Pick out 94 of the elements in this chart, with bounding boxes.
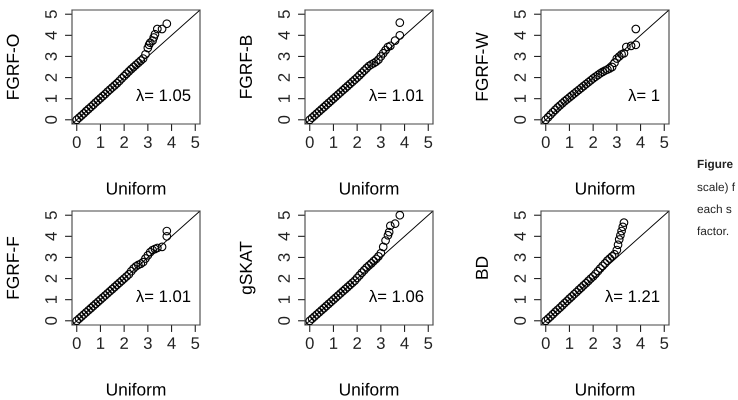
x-tick-label: 3 [144, 136, 152, 148]
annotation: λ= 1.21 [605, 290, 660, 302]
y-tick-label: 1 [45, 94, 57, 102]
x-tick-label: 5 [660, 337, 668, 350]
x-tick-label: 0 [72, 337, 81, 350]
y-tick-label: 3 [514, 52, 526, 60]
x-tick-label: 4 [167, 337, 176, 349]
y-tick-label: 2 [278, 74, 290, 82]
y-axis-title: FGRF-W [476, 32, 488, 100]
x-tick-label: 5 [424, 337, 432, 350]
x-tick-label: 2 [120, 136, 128, 148]
annotation: λ= 1.05 [136, 88, 190, 102]
x-tick-label: 4 [400, 337, 409, 349]
text: scale) f [697, 182, 736, 194]
x-tick-label: 0 [542, 337, 550, 350]
x-tick-label: 1 [97, 337, 104, 349]
x-tick-label: 5 [191, 136, 200, 148]
y-axis-title: FGRF-F [6, 236, 20, 298]
x-tick-label: 0 [72, 136, 81, 148]
y-axis-title: FGRF-B [240, 36, 252, 98]
x-tick-label: 4 [636, 337, 645, 349]
y-tick-label: 5 [514, 211, 526, 220]
y-tick-label: 4 [278, 31, 290, 40]
y-tick-label: 0 [278, 116, 290, 124]
y-tick-label: 0 [45, 116, 57, 124]
x-tick-label: 1 [566, 136, 574, 148]
y-axis-title: FGRF-O [6, 34, 20, 99]
y-tick-label: 2 [45, 74, 57, 82]
x-tick-label: 5 [424, 136, 432, 148]
y-tick-label: 3 [278, 52, 290, 60]
x-tick-label: 1 [330, 337, 338, 349]
x-axis-title: Uniform [340, 382, 398, 396]
text: factor. [697, 226, 728, 236]
y-axis-title: BD [476, 256, 488, 279]
y-tick-label: 4 [45, 232, 57, 241]
y-tick-label: 2 [514, 274, 526, 282]
x-tick-label: 5 [660, 136, 668, 148]
y-tick-label: 5 [278, 211, 290, 220]
y-tick-label: 0 [514, 316, 526, 325]
x-tick-label: 3 [376, 337, 385, 350]
y-tick-label: 0 [278, 316, 290, 325]
text: each s [698, 204, 732, 214]
x-axis-title: Uniform [106, 182, 166, 195]
y-tick-label: 5 [514, 10, 526, 18]
text: Figure [698, 159, 733, 171]
x-tick-label: 4 [400, 136, 409, 148]
x-axis-title: Uniform [106, 382, 166, 396]
x-tick-label: 1 [566, 337, 574, 349]
x-tick-label: 4 [167, 136, 176, 148]
y-tick-label: 0 [45, 316, 57, 325]
x-tick-label: 2 [120, 337, 128, 349]
y-tick-label: 1 [514, 94, 526, 102]
y-tick-label: 4 [514, 232, 526, 241]
y-tick-label: 1 [278, 296, 290, 304]
x-tick-label: 2 [353, 136, 361, 148]
x-tick-label: 2 [589, 136, 597, 148]
annotation: λ= 1.06 [369, 290, 424, 302]
y-tick-label: 1 [514, 296, 526, 304]
x-axis-title: Uniform [576, 382, 634, 396]
x-tick-label: 3 [144, 337, 152, 350]
annotation: λ= 1.01 [369, 88, 424, 102]
x-tick-label: 0 [542, 136, 550, 148]
y-tick-label: 2 [514, 74, 526, 82]
y-tick-label: 5 [45, 10, 57, 18]
y-tick-label: 1 [278, 94, 290, 102]
x-tick-label: 4 [636, 136, 645, 148]
y-tick-label: 4 [45, 31, 57, 40]
annotation: λ= 1.01 [136, 290, 190, 302]
y-tick-label: 3 [514, 254, 526, 262]
x-tick-label: 5 [191, 337, 200, 350]
y-tick-label: 1 [45, 296, 57, 304]
y-tick-label: 3 [278, 254, 290, 262]
x-tick-label: 0 [306, 136, 314, 148]
y-tick-label: 3 [45, 52, 57, 60]
y-tick-label: 3 [45, 254, 57, 262]
y-axis-title: gSKAT [240, 242, 256, 294]
x-axis-title: Uniform [340, 182, 398, 195]
annotation: λ= 1 [628, 88, 660, 101]
x-axis-title: Uniform [576, 182, 634, 195]
y-tick-label: 2 [278, 274, 290, 282]
y-tick-label: 4 [278, 232, 290, 241]
x-tick-label: 1 [330, 136, 338, 148]
x-tick-label: 0 [306, 337, 314, 350]
x-tick-label: 1 [97, 136, 104, 148]
x-tick-label: 2 [589, 337, 597, 349]
x-tick-label: 3 [376, 136, 385, 148]
y-tick-label: 5 [45, 211, 57, 220]
y-tick-label: 5 [278, 10, 290, 18]
y-tick-label: 2 [45, 274, 57, 282]
x-tick-label: 2 [353, 337, 361, 349]
x-tick-label: 3 [612, 136, 621, 148]
y-tick-label: 4 [514, 31, 526, 40]
y-tick-label: 0 [514, 116, 526, 124]
x-tick-label: 3 [612, 337, 621, 350]
